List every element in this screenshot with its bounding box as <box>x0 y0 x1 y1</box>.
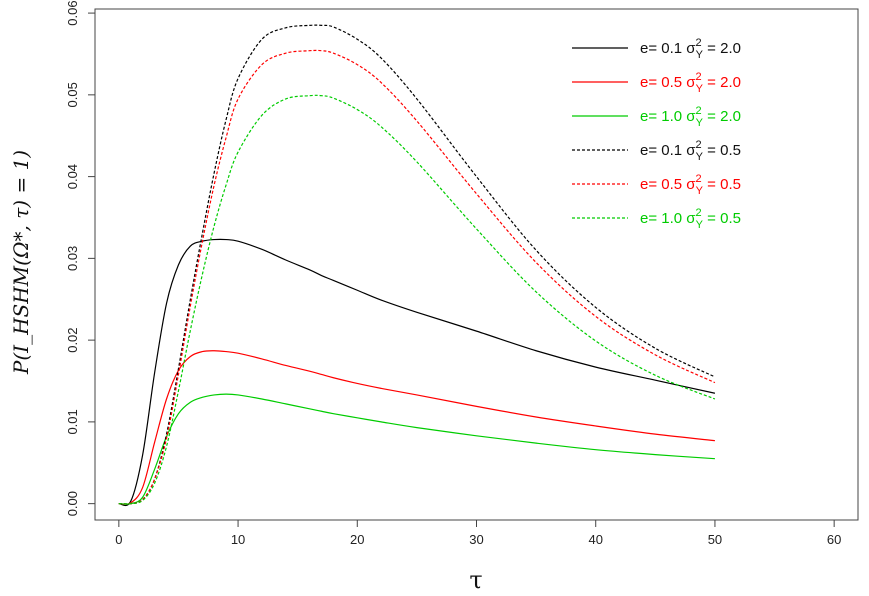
y-tick-label: 0.06 <box>65 0 80 25</box>
legend-label-6: e= 1.0 σ2 Y = 0.5 <box>640 207 741 231</box>
legend: e= 0.1 σ2 Y = 2.0 e= 0.5 σ2 Y = 2.0 e= 1.0 σ… <box>572 37 741 231</box>
axis-ticks: 0 10 20 30 40 50 60 0.00 0.01 0.02 0.03 0.04 0.05 0.0… <box>65 0 841 547</box>
legend-label-5: e= 0.5 σ2 Y = 0.5 <box>640 173 741 197</box>
x-axis-label: τ <box>469 566 482 594</box>
y-tick-label: 0.02 <box>65 327 80 352</box>
x-tick-label: 40 <box>588 532 602 547</box>
legend-label-2: e= 0.5 σ2 Y = 2.0 <box>640 71 741 95</box>
x-tick-label: 10 <box>231 532 245 547</box>
y-tick-label: 0.04 <box>65 164 80 189</box>
series-line-1 <box>118 238 716 507</box>
legend-label-4: e= 0.1 σ2 Y = 0.5 <box>640 139 741 163</box>
x-tick-label: 30 <box>469 532 483 547</box>
x-tick-label: 20 <box>350 532 364 547</box>
y-tick-label: 0.01 <box>65 409 80 434</box>
series-line-6 <box>118 94 716 505</box>
plot-frame <box>94 8 859 521</box>
series-line-4 <box>118 24 716 505</box>
y-tick-label: 0.00 <box>65 491 80 516</box>
series-line-5 <box>118 49 716 505</box>
legend-label-1: e= 0.1 σ2 Y = 2.0 <box>640 37 741 61</box>
series-line-2 <box>118 350 716 505</box>
x-tick-label: 0 <box>115 532 122 547</box>
series-lines <box>118 24 716 507</box>
legend-label-3: e= 1.0 σ2 Y = 2.0 <box>640 105 741 129</box>
y-axis-label: P(I_HSHM(Ω*, τ) = 1) <box>9 150 33 375</box>
x-tick-label: 50 <box>708 532 722 547</box>
y-tick-label: 0.05 <box>65 82 80 107</box>
x-tick-label: 60 <box>827 532 841 547</box>
series-line-3 <box>118 393 715 505</box>
y-tick-label: 0.03 <box>65 246 80 271</box>
